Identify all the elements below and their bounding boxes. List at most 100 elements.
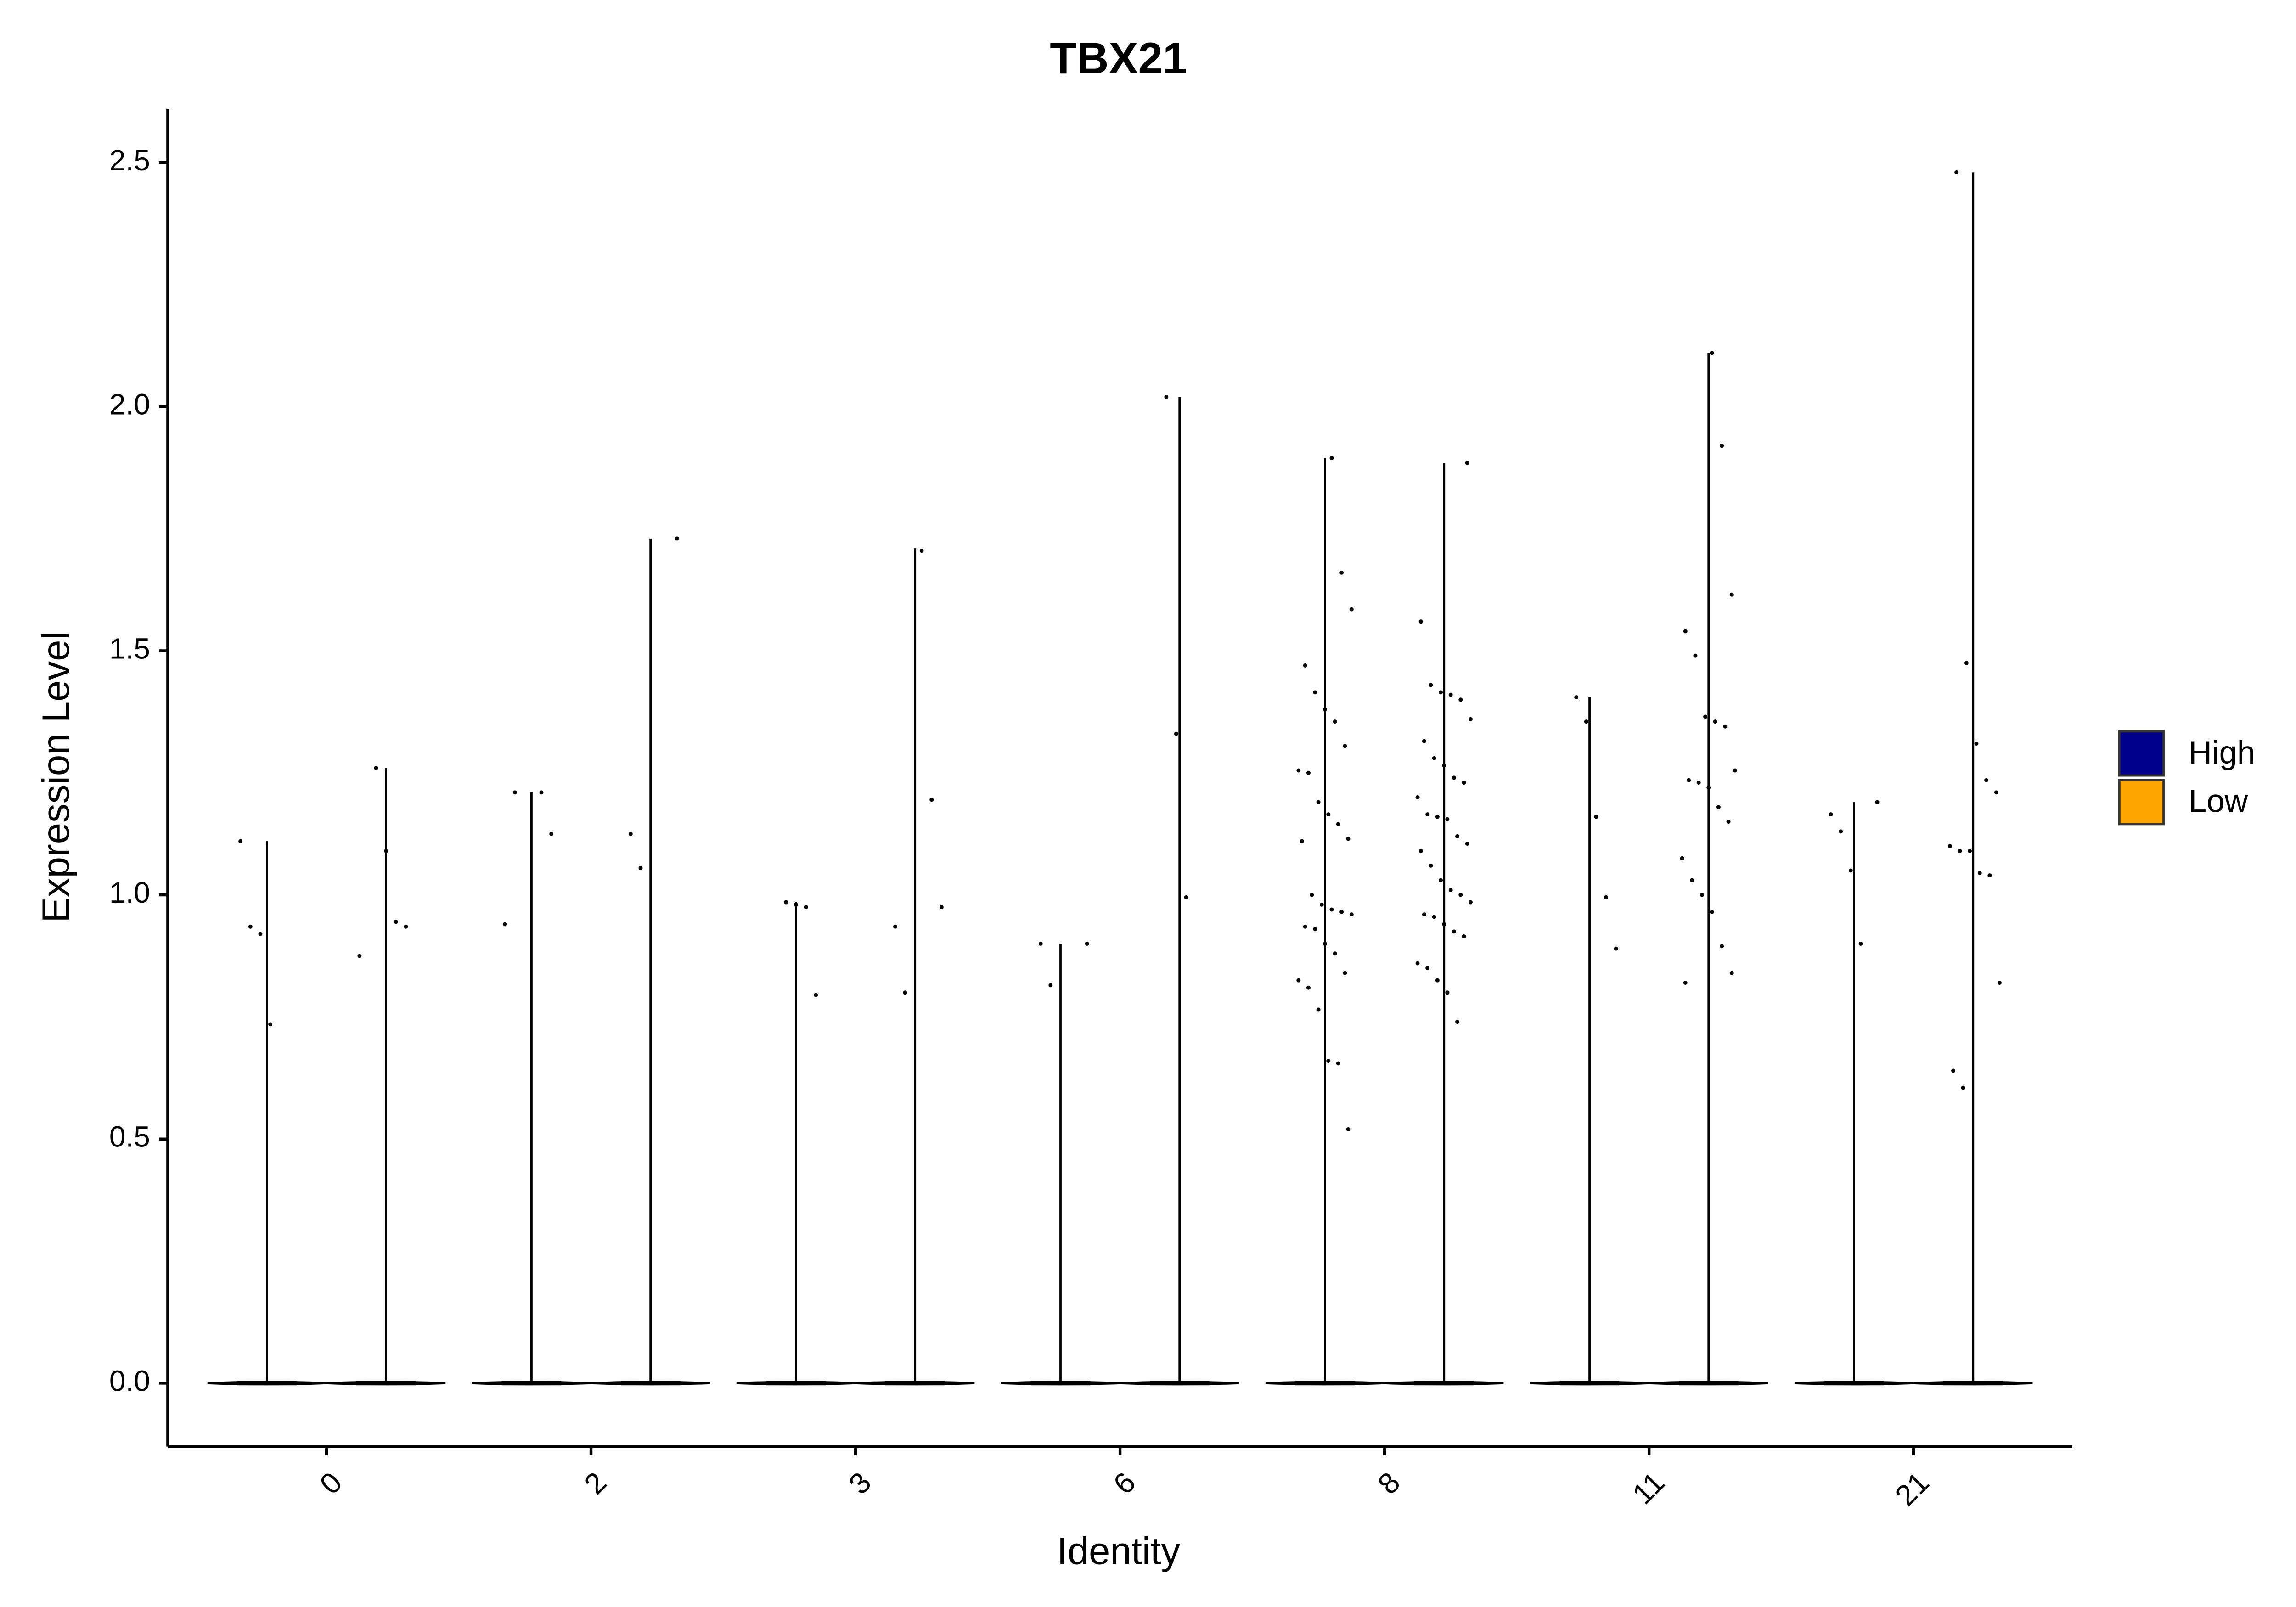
jitter-point <box>1415 795 1420 799</box>
jitter-point <box>814 993 818 997</box>
jitter-point <box>1326 812 1331 817</box>
legend-swatch <box>2118 730 2165 777</box>
jitter-point <box>1951 1068 1956 1073</box>
jitter-point <box>1584 719 1588 724</box>
jitter-point <box>1452 929 1456 934</box>
violin-base <box>766 1381 826 1386</box>
jitter-point <box>238 839 243 843</box>
jitter-point <box>1974 741 1979 746</box>
y-tick-label: 2.5 <box>109 144 150 177</box>
jitter-point <box>1333 719 1337 724</box>
jitter-point <box>1346 837 1351 841</box>
jitter-point <box>1343 744 1347 748</box>
jitter-point <box>1998 981 2002 985</box>
jitter-point <box>1343 971 1347 975</box>
y-tick-label: 0.5 <box>109 1120 150 1153</box>
jitter-point <box>1468 900 1473 905</box>
violin-base <box>1295 1381 1355 1386</box>
jitter-point <box>1729 971 1734 975</box>
jitter-point <box>512 790 517 795</box>
jitter-point <box>1687 778 1691 782</box>
violin-base <box>1824 1381 1884 1386</box>
jitter-point <box>1339 910 1344 914</box>
jitter-point <box>1296 978 1301 983</box>
jitter-point <box>1462 934 1466 938</box>
jitter-point <box>1432 756 1436 760</box>
violin-base <box>237 1381 297 1386</box>
jitter-point <box>1683 981 1688 985</box>
jitter-point <box>1710 351 1714 355</box>
jitter-point <box>1448 692 1453 697</box>
jitter-point <box>1465 461 1469 465</box>
jitter-point <box>1858 941 1863 946</box>
jitter-point <box>1458 697 1463 702</box>
jitter-point <box>1329 455 1334 460</box>
jitter-point <box>1319 902 1324 907</box>
jitter-point <box>1429 863 1433 868</box>
jitter-point <box>1465 841 1469 846</box>
jitter-point <box>1336 1061 1340 1066</box>
jitter-point <box>1977 871 1982 875</box>
jitter-point <box>1680 856 1684 860</box>
jitter-point <box>1313 927 1317 932</box>
jitter-point <box>1683 629 1688 634</box>
jitter-point <box>1961 1085 1965 1090</box>
jitter-point <box>1710 910 1714 914</box>
violin-base <box>501 1381 562 1386</box>
violin-base <box>356 1381 416 1386</box>
violin-base <box>1943 1381 2003 1386</box>
jitter-point <box>374 766 378 770</box>
jitter-point <box>1706 785 1711 790</box>
jitter-point <box>1439 878 1443 882</box>
violin-base <box>620 1381 681 1386</box>
jitter-point <box>1958 848 1962 853</box>
y-tick-label: 1.5 <box>109 632 150 665</box>
jitter-point <box>503 922 507 927</box>
jitter-point <box>1435 815 1440 819</box>
jitter-point <box>404 924 408 929</box>
jitter-point <box>1296 768 1301 773</box>
jitter-point <box>1984 778 1989 782</box>
violin-base <box>1559 1381 1620 1386</box>
y-tick-label: 0.0 <box>109 1364 150 1397</box>
jitter-point <box>675 536 679 541</box>
jitter-point <box>1422 739 1426 743</box>
jitter-point <box>1968 848 1972 853</box>
jitter-point <box>893 924 897 929</box>
jitter-point <box>1048 983 1053 988</box>
violin-base <box>1414 1381 1474 1386</box>
jitter-point <box>1326 1059 1331 1063</box>
jitter-point <box>1455 1020 1460 1024</box>
jitter-point <box>1726 820 1731 824</box>
jitter-point <box>1303 663 1307 668</box>
jitter-point <box>248 924 253 929</box>
jitter-point <box>638 866 643 871</box>
jitter-point <box>784 900 788 905</box>
jitter-point <box>1435 978 1440 983</box>
jitter-point <box>1954 170 1959 174</box>
y-tick-label: 2.0 <box>109 388 150 421</box>
jitter-point <box>1303 924 1307 929</box>
jitter-point <box>1703 714 1708 719</box>
jitter-point <box>1336 822 1340 826</box>
jitter-point <box>1422 912 1426 917</box>
jitter-point <box>1723 724 1728 729</box>
jitter-point <box>1418 619 1423 624</box>
jitter-point <box>1432 915 1436 919</box>
jitter-point <box>1829 812 1833 817</box>
jitter-point <box>1439 690 1443 695</box>
jitter-point <box>1462 781 1466 785</box>
jitter-point <box>394 920 398 924</box>
jitter-point <box>1316 1007 1321 1012</box>
jitter-point <box>1964 661 1969 665</box>
jitter-point <box>1184 895 1188 899</box>
jitter-point <box>1604 895 1609 899</box>
jitter-point <box>1455 834 1460 838</box>
jitter-point <box>1323 707 1328 712</box>
jitter-point <box>1720 944 1724 949</box>
jitter-point <box>1339 570 1344 575</box>
jitter-point <box>1323 941 1328 946</box>
jitter-point <box>1445 990 1450 995</box>
